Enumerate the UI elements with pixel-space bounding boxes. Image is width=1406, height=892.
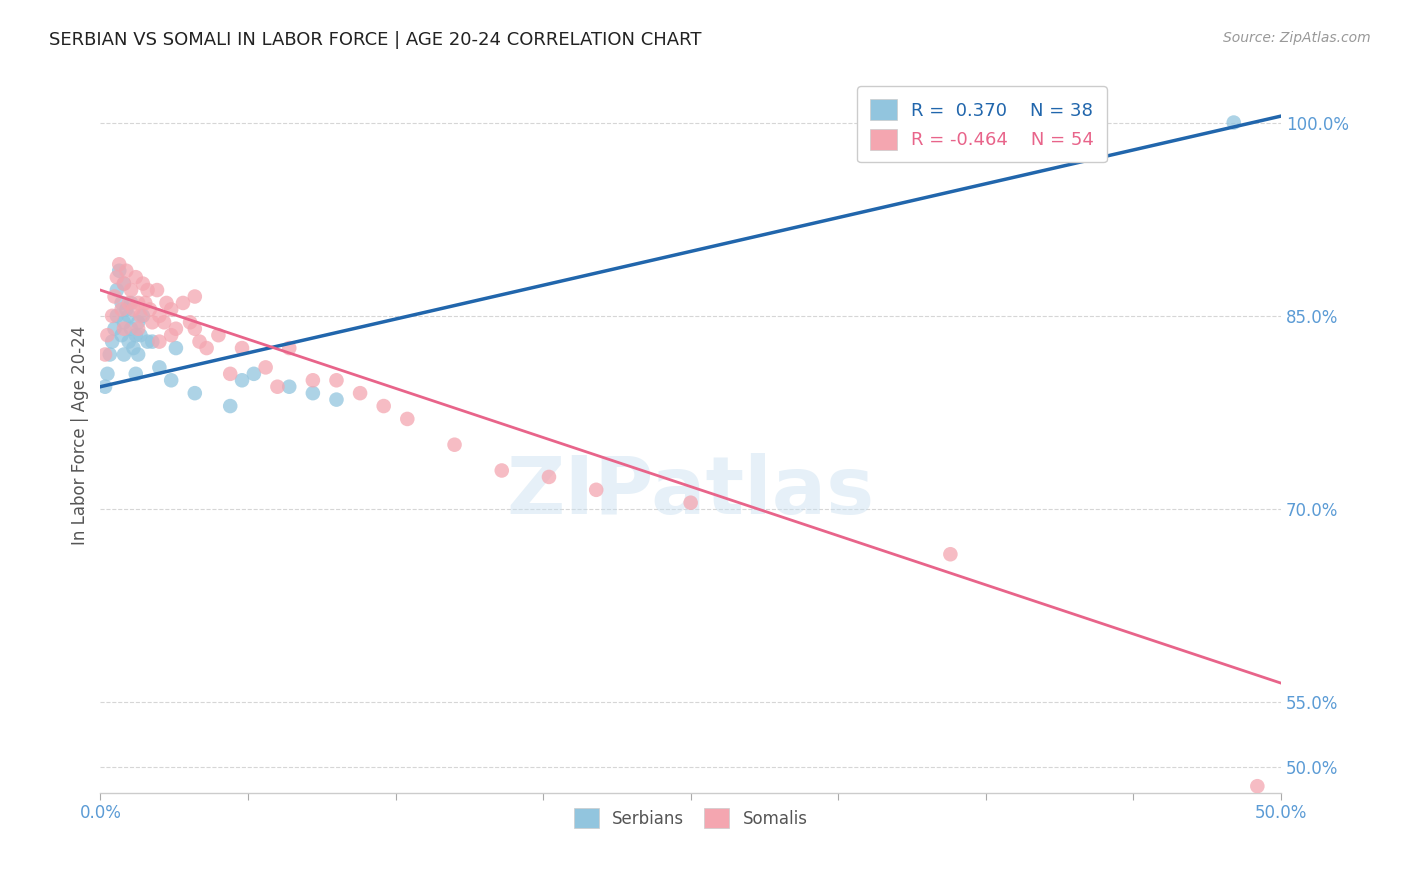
Point xyxy=(679,496,702,510)
Point xyxy=(148,360,170,375)
Point xyxy=(120,322,142,336)
Point xyxy=(98,347,121,361)
Point xyxy=(179,315,201,329)
Point xyxy=(108,257,131,271)
Point xyxy=(219,367,242,381)
Point xyxy=(118,296,141,310)
Point xyxy=(302,373,325,387)
Point xyxy=(160,328,183,343)
Point xyxy=(125,328,148,343)
Point xyxy=(112,277,135,291)
Point xyxy=(132,309,155,323)
Point xyxy=(302,386,325,401)
Point xyxy=(443,438,465,452)
Point xyxy=(148,334,170,349)
Legend: Serbians, Somalis: Serbians, Somalis xyxy=(567,802,814,834)
Point xyxy=(585,483,607,497)
Point xyxy=(325,373,347,387)
Point xyxy=(105,270,128,285)
Point xyxy=(103,289,125,303)
Point xyxy=(112,347,135,361)
Point xyxy=(172,296,194,310)
Point xyxy=(231,341,253,355)
Point xyxy=(136,283,159,297)
Point xyxy=(136,334,159,349)
Text: Source: ZipAtlas.com: Source: ZipAtlas.com xyxy=(1223,31,1371,45)
Point xyxy=(96,328,118,343)
Point xyxy=(115,302,138,317)
Point xyxy=(122,302,145,317)
Point xyxy=(396,412,419,426)
Point xyxy=(94,380,117,394)
Point xyxy=(153,315,176,329)
Point xyxy=(148,309,170,323)
Point xyxy=(103,322,125,336)
Point xyxy=(219,399,242,413)
Point xyxy=(120,296,142,310)
Point xyxy=(101,309,124,323)
Point xyxy=(939,547,962,561)
Point xyxy=(112,277,135,291)
Point xyxy=(127,296,149,310)
Point xyxy=(134,296,156,310)
Point xyxy=(1222,115,1244,129)
Point xyxy=(231,373,253,387)
Point xyxy=(125,367,148,381)
Point xyxy=(118,334,141,349)
Text: ZIPatlas: ZIPatlas xyxy=(506,453,875,532)
Point xyxy=(184,322,207,336)
Point xyxy=(94,347,117,361)
Point xyxy=(1246,779,1268,793)
Point xyxy=(127,347,149,361)
Point xyxy=(165,322,187,336)
Point xyxy=(129,328,152,343)
Point xyxy=(127,315,149,329)
Text: SERBIAN VS SOMALI IN LABOR FORCE | AGE 20-24 CORRELATION CHART: SERBIAN VS SOMALI IN LABOR FORCE | AGE 2… xyxy=(49,31,702,49)
Point xyxy=(243,367,266,381)
Point xyxy=(160,302,183,317)
Point xyxy=(127,322,149,336)
Point xyxy=(120,283,142,297)
Point xyxy=(254,360,277,375)
Point xyxy=(108,264,131,278)
Point xyxy=(195,341,218,355)
Point xyxy=(266,380,288,394)
Point xyxy=(105,309,128,323)
Point xyxy=(110,328,132,343)
Point xyxy=(141,334,163,349)
Point xyxy=(110,296,132,310)
Point xyxy=(118,309,141,323)
Point xyxy=(537,470,560,484)
Point xyxy=(139,302,162,317)
Point xyxy=(115,264,138,278)
Point xyxy=(155,296,177,310)
Point xyxy=(165,341,187,355)
Point xyxy=(132,277,155,291)
Point xyxy=(160,373,183,387)
Y-axis label: In Labor Force | Age 20-24: In Labor Force | Age 20-24 xyxy=(72,326,89,545)
Point xyxy=(188,334,211,349)
Point xyxy=(110,302,132,317)
Point xyxy=(112,315,135,329)
Point xyxy=(129,309,152,323)
Point xyxy=(207,328,229,343)
Point xyxy=(125,270,148,285)
Point xyxy=(278,380,301,394)
Point xyxy=(491,463,513,477)
Point xyxy=(373,399,395,413)
Point xyxy=(96,367,118,381)
Point xyxy=(105,283,128,297)
Point xyxy=(325,392,347,407)
Point xyxy=(122,341,145,355)
Point xyxy=(278,341,301,355)
Point xyxy=(184,289,207,303)
Point xyxy=(184,386,207,401)
Point xyxy=(112,322,135,336)
Point xyxy=(101,334,124,349)
Point xyxy=(141,315,163,329)
Point xyxy=(146,283,169,297)
Point xyxy=(349,386,371,401)
